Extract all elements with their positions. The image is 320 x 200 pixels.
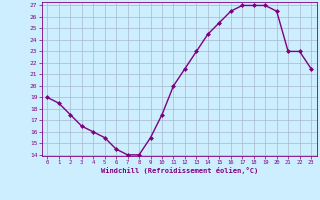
X-axis label: Windchill (Refroidissement éolien,°C): Windchill (Refroidissement éolien,°C) xyxy=(100,167,258,174)
